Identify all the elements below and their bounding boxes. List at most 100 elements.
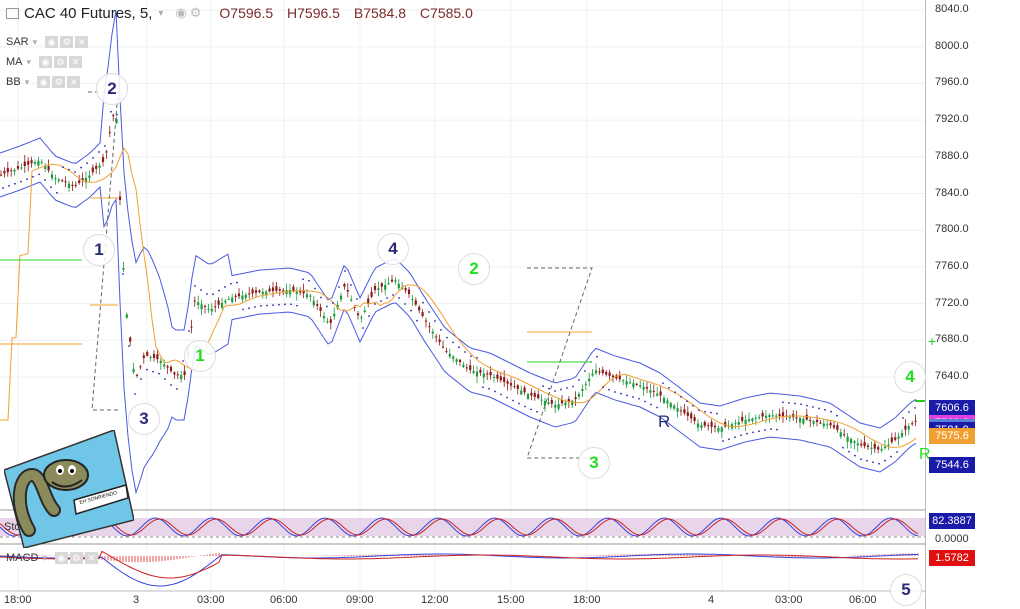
sar-dot bbox=[464, 351, 466, 353]
chevron-down-icon[interactable]: ▾ bbox=[32, 36, 38, 47]
candle-body bbox=[537, 394, 540, 399]
sar-dot bbox=[902, 417, 904, 419]
candle-body bbox=[560, 400, 564, 404]
candle-body bbox=[380, 283, 383, 287]
sar-dot bbox=[692, 404, 694, 407]
price-tick-label: 8040.0 bbox=[935, 3, 969, 15]
settings-icon[interactable]: ⚙ bbox=[60, 36, 74, 48]
close-icon[interactable]: ✕ bbox=[67, 76, 81, 88]
candle-body bbox=[455, 359, 458, 362]
candle-body bbox=[360, 317, 363, 319]
sar-dot bbox=[512, 399, 514, 402]
plus-marker: + bbox=[928, 333, 936, 349]
sar-dot bbox=[452, 341, 454, 344]
chevron-down-icon[interactable]: ▾ bbox=[24, 76, 30, 87]
price-axis[interactable] bbox=[925, 0, 1020, 609]
candle-body bbox=[78, 180, 81, 183]
candle-body bbox=[873, 443, 876, 449]
candle-body bbox=[605, 371, 608, 375]
candle-body bbox=[333, 313, 336, 317]
candle-body bbox=[30, 160, 33, 164]
candle-body bbox=[67, 183, 71, 189]
chevron-down-icon[interactable]: ▾ bbox=[42, 552, 47, 563]
settings-icon[interactable]: ⚙ bbox=[189, 5, 202, 20]
candle-body bbox=[169, 366, 173, 371]
candle-body bbox=[530, 392, 533, 396]
candle-body bbox=[248, 293, 251, 295]
candle-body bbox=[472, 370, 475, 373]
candle-body bbox=[673, 405, 676, 409]
time-tick-label: 06:00 bbox=[849, 594, 877, 606]
symbol-title[interactable]: CAC 40 Futures, 5, bbox=[24, 4, 153, 22]
candle-body bbox=[710, 421, 713, 427]
candle-body bbox=[122, 268, 125, 270]
indicator-sar[interactable]: SAR ▾ ◉ ⚙ ✕ bbox=[6, 36, 89, 48]
candle-body bbox=[526, 394, 530, 399]
indicator-ma[interactable]: MA ▾ ◉ ⚙ ✕ bbox=[6, 56, 83, 68]
time-tick-label: 06:00 bbox=[270, 594, 298, 606]
sar-dot bbox=[800, 403, 802, 406]
candle-body bbox=[836, 425, 839, 430]
settings-icon[interactable]: ⚙ bbox=[69, 552, 83, 564]
sar-dot bbox=[278, 303, 280, 306]
candle-body bbox=[373, 285, 377, 290]
sar-dot bbox=[620, 392, 622, 395]
sar-dot bbox=[338, 286, 340, 288]
sar-dot bbox=[14, 182, 16, 185]
sar-dot bbox=[392, 294, 394, 296]
collapse-icon[interactable] bbox=[6, 8, 19, 19]
sar-dot bbox=[362, 327, 364, 329]
chevron-down-icon[interactable]: ▾ bbox=[26, 56, 32, 67]
settings-icon[interactable]: ⚙ bbox=[54, 56, 68, 68]
settings-icon[interactable]: ⚙ bbox=[52, 76, 66, 88]
sar-dot bbox=[302, 278, 304, 281]
indicator-bb[interactable]: BB ▾ ◉ ⚙ ✕ bbox=[6, 76, 81, 88]
candle-body bbox=[142, 355, 145, 358]
candle-body bbox=[764, 415, 768, 418]
sar-dot bbox=[182, 360, 184, 362]
chart-header: CAC 40 Futures, 5, ▾ ◉ ⚙ O7596.5 H7596.5… bbox=[0, 0, 483, 26]
candle-body bbox=[350, 299, 353, 301]
indicator-macd[interactable]: MACD ▾ ◉ ⚙ ✕ bbox=[6, 552, 98, 564]
candle-body bbox=[574, 397, 577, 400]
sar-dot bbox=[44, 179, 46, 181]
candle-body bbox=[734, 423, 737, 425]
candle-body bbox=[108, 132, 111, 134]
candle-body bbox=[339, 295, 343, 300]
eye-icon[interactable]: ◉ bbox=[39, 56, 53, 68]
close-icon[interactable]: ✕ bbox=[69, 56, 83, 68]
price-tick-label: 7760.0 bbox=[935, 259, 969, 272]
zero-value: 0.0000 bbox=[935, 533, 969, 545]
sar-dot bbox=[272, 304, 274, 307]
candle-body bbox=[146, 352, 149, 356]
candle-body bbox=[540, 399, 543, 401]
sar-dot bbox=[158, 372, 160, 375]
wave-label-green-3: 3 bbox=[578, 447, 610, 479]
candle-body bbox=[268, 288, 271, 292]
sar-dot bbox=[764, 429, 766, 431]
candle-body bbox=[611, 375, 615, 378]
candle-body bbox=[16, 166, 20, 169]
sar-dot bbox=[644, 400, 646, 403]
candle-body bbox=[64, 181, 67, 183]
candle-body bbox=[210, 308, 213, 312]
sar-dot bbox=[326, 305, 328, 308]
sar-dot bbox=[50, 186, 52, 189]
price-tick-label: 7960.0 bbox=[935, 76, 969, 89]
close-icon[interactable]: ✕ bbox=[75, 36, 89, 48]
candle-body bbox=[479, 369, 482, 373]
candle-body bbox=[523, 387, 526, 393]
eye-icon[interactable]: ◉ bbox=[37, 76, 51, 88]
candle-body bbox=[363, 310, 366, 313]
eye-icon[interactable]: ◉ bbox=[175, 5, 187, 20]
chevron-down-icon[interactable]: ▾ bbox=[158, 7, 164, 19]
sar-dot bbox=[212, 293, 214, 296]
close-icon[interactable]: ✕ bbox=[84, 552, 98, 564]
price-tick-label: 7640.0 bbox=[935, 370, 969, 382]
eye-icon[interactable]: ◉ bbox=[54, 552, 68, 564]
eye-icon[interactable]: ◉ bbox=[45, 36, 59, 48]
candle-body bbox=[724, 422, 727, 427]
candle-body bbox=[894, 437, 897, 440]
indicator-label: MACD bbox=[6, 552, 39, 564]
